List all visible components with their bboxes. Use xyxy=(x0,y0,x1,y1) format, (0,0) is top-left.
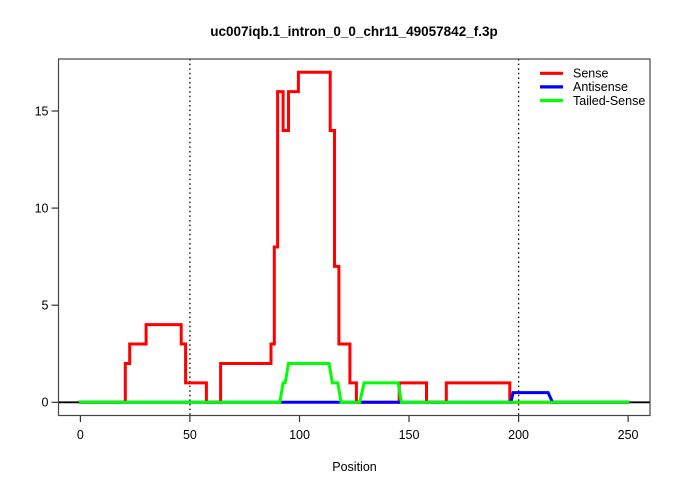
x-tick-label-50: 50 xyxy=(183,428,197,442)
plot-area: 0 50 100 150 200 250 0 5 10 15 xyxy=(35,58,651,442)
series-tailed-sense-line xyxy=(78,362,630,404)
x-tick-label-0: 0 xyxy=(77,428,84,442)
x-axis-label: Position xyxy=(332,460,377,474)
legend-label-antisense: Antisense xyxy=(573,80,628,94)
y-tick-label-10: 10 xyxy=(35,201,49,215)
x-tick-label-100: 100 xyxy=(289,428,310,442)
legend-label-sense: Sense xyxy=(573,67,608,81)
y-tick-label-5: 5 xyxy=(42,299,49,313)
y-tick-label-15: 15 xyxy=(35,104,49,118)
x-tick-label-250: 250 xyxy=(618,428,639,442)
legend-label-tailed-sense: Tailed-Sense xyxy=(573,94,645,108)
x-tick-label-200: 200 xyxy=(508,428,529,442)
x-tick-label-150: 150 xyxy=(399,428,420,442)
legend: Sense Antisense Tailed-Sense xyxy=(540,67,645,108)
plot-box xyxy=(57,58,651,417)
y-tick-label-0: 0 xyxy=(42,396,49,410)
chart-title: uc007iqb.1_intron_0_0_chr11_49057842_f.3… xyxy=(210,24,497,39)
